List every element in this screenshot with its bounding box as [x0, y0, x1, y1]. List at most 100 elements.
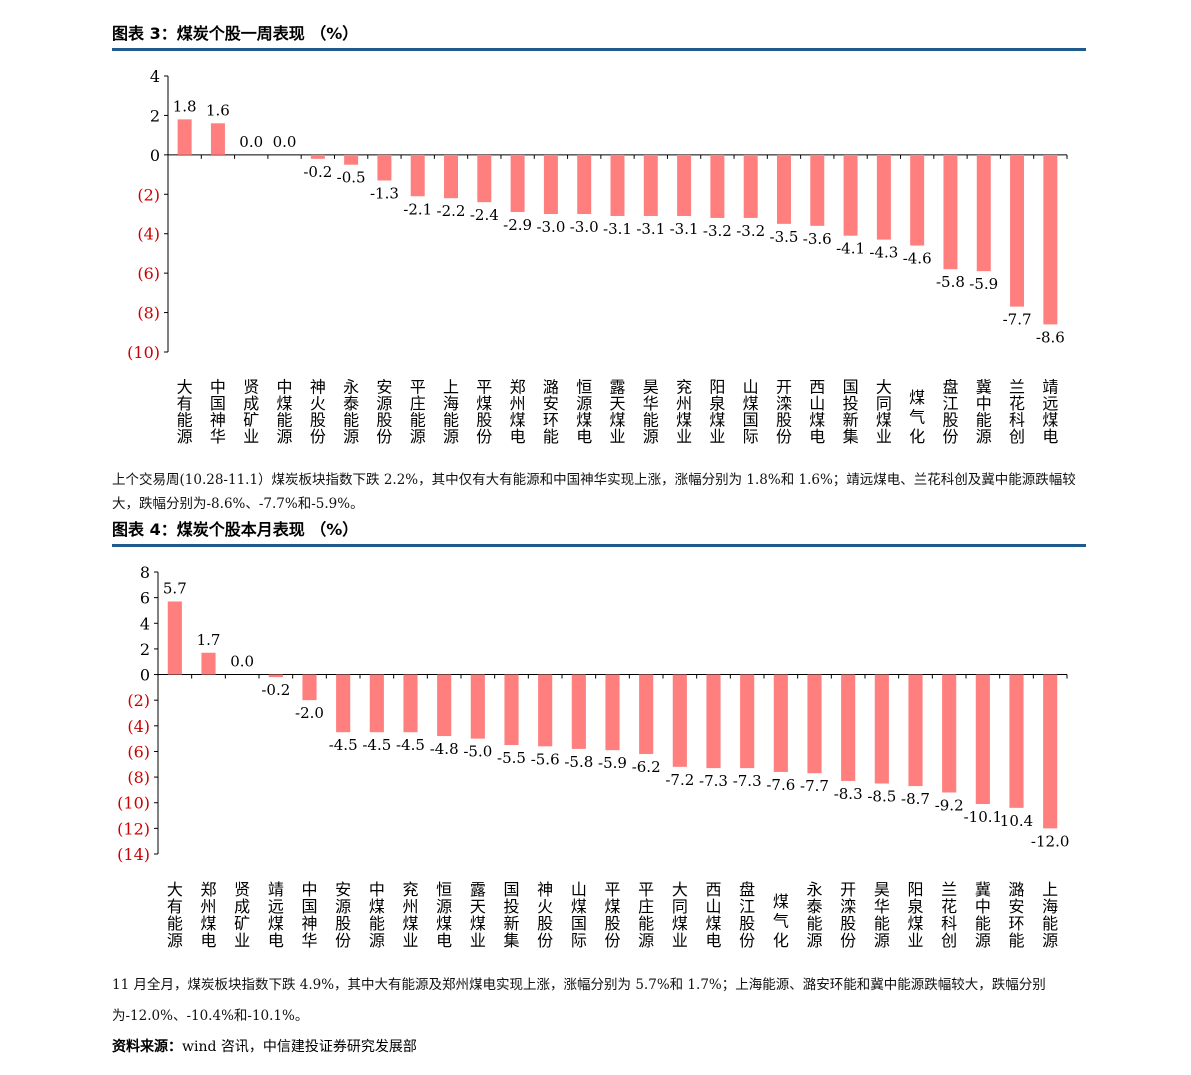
- weekly-category-label: 冀中能源: [976, 378, 992, 447]
- weekly-y-tick-label: 0: [150, 146, 160, 165]
- monthly-bar: [336, 674, 351, 733]
- monthly-bar: [571, 674, 586, 749]
- weekly-value-label: -2.1: [403, 200, 432, 218]
- weekly-value-label: -5.9: [969, 275, 998, 293]
- weekly-bar: [177, 119, 192, 155]
- monthly-bar: [942, 674, 957, 793]
- monthly-category-label: 阳泉煤业: [907, 880, 923, 950]
- monthly-category-label: 昊华能源: [874, 880, 890, 950]
- monthly-bar: [773, 674, 788, 772]
- weekly-value-label: -1.3: [370, 184, 399, 202]
- weekly-bar: [210, 123, 225, 155]
- weekly-y-tick-label: 2: [150, 106, 160, 125]
- monthly-bar: [874, 674, 889, 784]
- monthly-category-label: 贤成矿业: [234, 880, 250, 950]
- monthly-category-label: 冀中能源: [975, 880, 991, 950]
- monthly-category-label: 西山煤电: [705, 880, 721, 950]
- monthly-category-label: 兖州煤业: [402, 880, 418, 950]
- weekly-category-label: 郑州煤电: [510, 378, 526, 447]
- monthly-bar: [268, 674, 283, 678]
- monthly-value-label: -7.7: [800, 777, 829, 795]
- monthly-category-label: 开滦股份: [840, 880, 856, 950]
- monthly-value-label: -5.6: [531, 750, 560, 768]
- weekly-bar: [577, 154, 592, 214]
- monthly-bar: [538, 674, 553, 747]
- weekly-bar: [810, 154, 825, 226]
- weekly-bar: [943, 154, 958, 270]
- weekly-bar: [477, 154, 492, 203]
- weekly-bar: [876, 154, 891, 240]
- monthly-y-tick-label: (12): [117, 819, 150, 838]
- weekly-value-label: -3.1: [636, 220, 665, 238]
- weekly-bar: [776, 154, 791, 224]
- weekly-category-label: 开滦股份: [776, 378, 792, 447]
- monthly-y-tick-label: (10): [117, 794, 150, 813]
- monthly-category-label: 大有能源: [167, 880, 183, 950]
- monthly-value-label: -7.3: [733, 772, 762, 790]
- weekly-y-tick-label: (4): [137, 225, 160, 244]
- weekly-category-label: 昊华能源: [643, 378, 659, 447]
- weekly-category-label: 大有能源: [177, 378, 193, 447]
- weekly-y-tick-label: (10): [127, 343, 160, 362]
- monthly-bar: [403, 674, 418, 733]
- weekly-value-label: -5.8: [936, 273, 965, 291]
- weekly-value-label: -7.7: [1003, 311, 1032, 329]
- weekly-bar: [976, 154, 991, 272]
- chart-weekly-svg: 4 2 0 (2) (4) (6) (8) (10) 1.8 大有能源 1.6 中国神华 0.0 贤成矿业…: [127, 67, 1068, 447]
- monthly-bar: [908, 674, 923, 787]
- weekly-value-label: -0.5: [337, 169, 366, 187]
- weekly-value-label: -2.4: [470, 206, 499, 224]
- monthly-value-label: -12.0: [1031, 832, 1069, 850]
- weekly-category-label: 中国神华: [210, 378, 226, 447]
- chart-monthly: 8 6 4 2 0 (2) (4) (6) (8) (10) (12) (14) 5.7 大有能源 1.7 郑…: [112, 556, 1086, 960]
- monthly-bar: [1009, 674, 1024, 808]
- weekly-value-label: -0.2: [303, 163, 332, 181]
- weekly-bar: [310, 154, 325, 159]
- monthly-bar: [639, 674, 654, 755]
- weekly-category-label: 山煤国际: [743, 378, 759, 447]
- monthly-value-label: -7.3: [699, 772, 728, 790]
- monthly-summary-paragraph: 11 月全月，煤炭板块指数下跌 4.9%，其中大有能源及郑州煤电实现上涨，涨幅分…: [112, 977, 1046, 1024]
- weekly-y-tick-label: 4: [150, 67, 160, 86]
- monthly-value-label: -5.0: [463, 743, 492, 761]
- weekly-category-label: 靖远煤电: [1042, 378, 1058, 447]
- weekly-y-tick-label: (2): [137, 185, 160, 204]
- monthly-value-label: -4.5: [362, 736, 391, 754]
- monthly-category-label: 中煤能源: [369, 880, 385, 950]
- monthly-bar: [302, 674, 317, 701]
- weekly-bar: [910, 154, 925, 246]
- monthly-category-label: 露天煤业: [470, 880, 486, 950]
- monthly-value-label: -6.2: [632, 758, 661, 776]
- monthly-category-label: 国投新集: [503, 880, 519, 950]
- monthly-value-label: -4.8: [430, 740, 459, 758]
- weekly-category-label: 兖州煤业: [676, 378, 692, 447]
- monthly-value-label: -9.2: [935, 796, 964, 814]
- weekly-category-label: 平庄能源: [410, 378, 426, 447]
- monthly-category-label: 平煤股份: [604, 880, 620, 950]
- weekly-value-label: -3.2: [736, 222, 765, 240]
- monthly-bar: [975, 674, 990, 805]
- monthly-value-label: 1.7: [197, 631, 221, 649]
- monthly-y-tick-label: (6): [127, 742, 150, 761]
- weekly-category-label: 露天煤业: [609, 378, 625, 447]
- monthly-category-label: 盘江股份: [739, 880, 755, 950]
- monthly-bar: [740, 674, 755, 769]
- weekly-category-label: 贤成矿业: [243, 378, 259, 447]
- monthly-bar: [841, 674, 856, 781]
- monthly-category-label: 靖远煤电: [268, 880, 284, 950]
- weekly-category-label: 盘江股份: [942, 378, 958, 447]
- monthly-y-tick-label: (8): [127, 768, 150, 787]
- weekly-value-label: -3.0: [570, 218, 599, 236]
- monthly-value-label: -4.5: [396, 736, 425, 754]
- monthly-category-label: 潞安环能: [1008, 880, 1024, 950]
- weekly-y-tick-label: (8): [137, 304, 160, 323]
- monthly-value-label: -10.1: [964, 808, 1002, 826]
- figure1-title-rule: [112, 48, 1086, 51]
- monthly-y-tick-label: (2): [127, 691, 150, 710]
- weekly-bar: [1043, 154, 1058, 325]
- monthly-bar: [605, 674, 620, 751]
- weekly-category-label: 国投新集: [843, 378, 859, 447]
- weekly-bar: [444, 154, 459, 199]
- monthly-category-label: 郑州煤电: [200, 880, 216, 950]
- monthly-category-label: 安源股份: [335, 880, 351, 950]
